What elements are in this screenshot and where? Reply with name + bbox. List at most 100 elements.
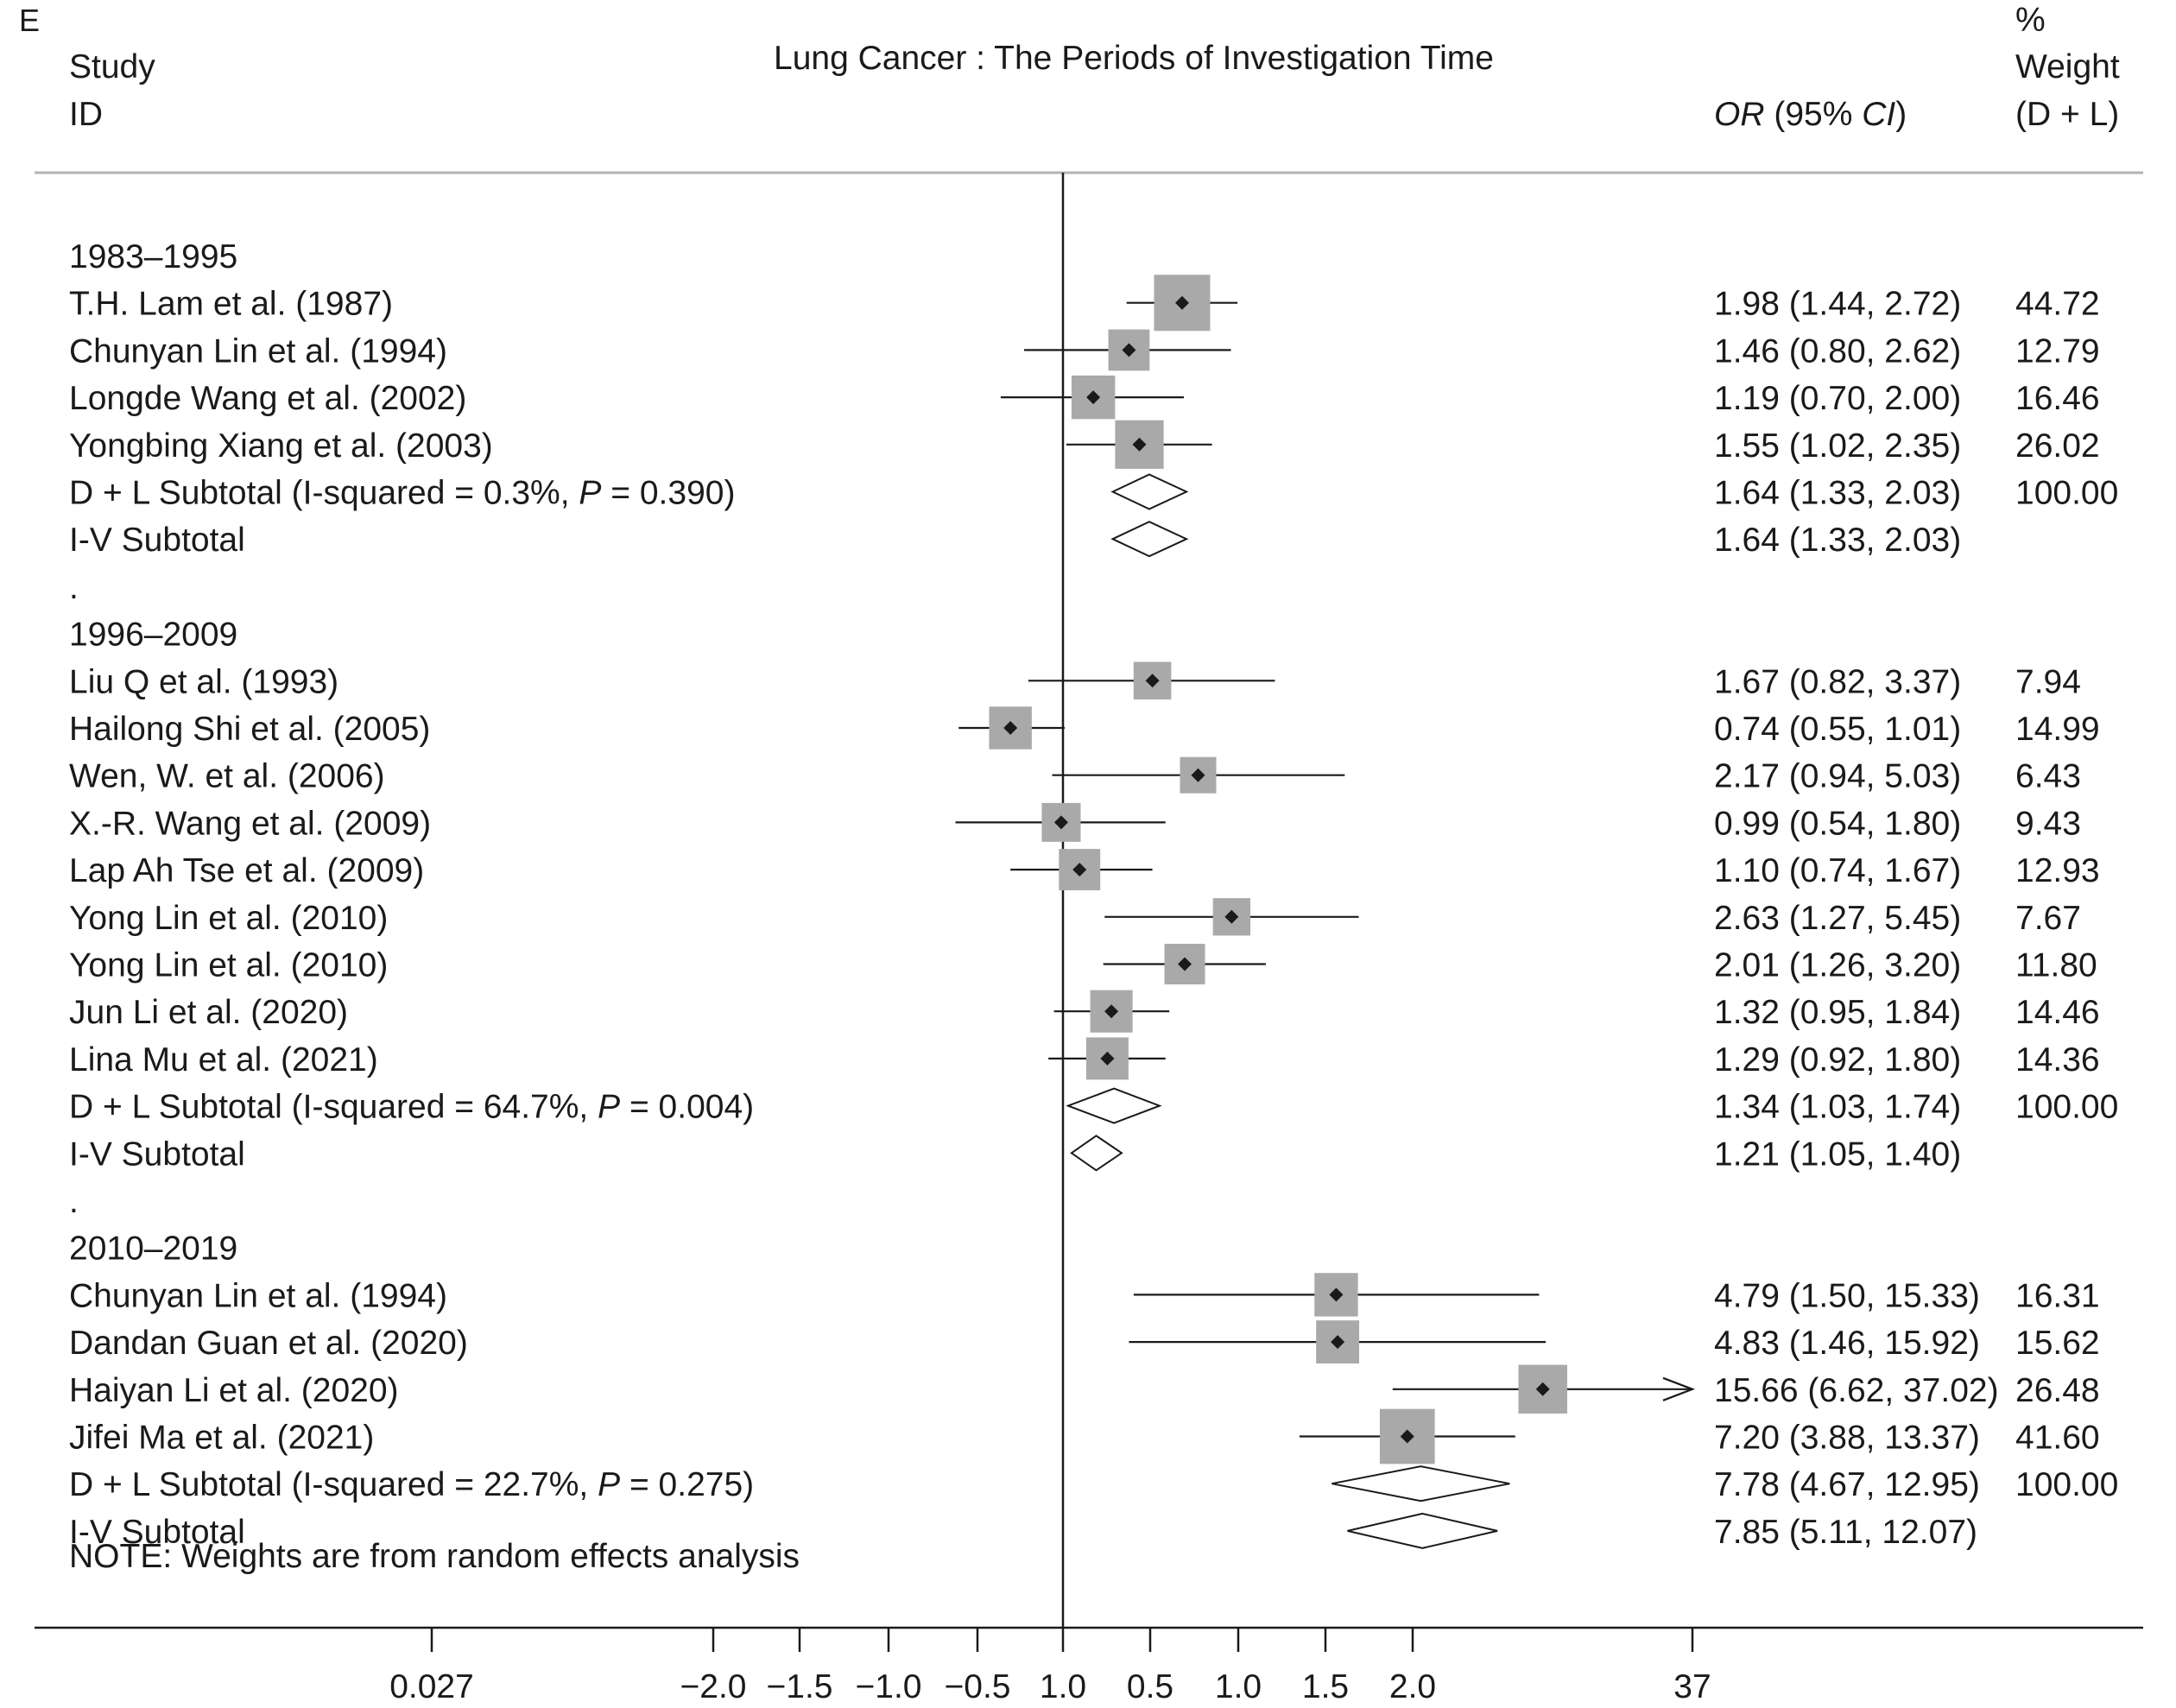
study-label: Hailong Shi et al. (2005) (69, 711, 430, 748)
or-ci-value: 1.64 (1.33, 2.03) (1714, 475, 1961, 512)
point-estimate (1174, 295, 1189, 310)
or-ci-value: 4.79 (1.50, 15.33) (1714, 1277, 1980, 1314)
weight-value: 6.43 (2015, 758, 2081, 795)
or-ci-value: 1.34 (1.03, 1.74) (1714, 1089, 1961, 1126)
group-label: 1996–2009 (69, 617, 237, 654)
footnote: NOTE: Weights are from random effects an… (69, 1538, 800, 1575)
pooled-diamond (1347, 1512, 1498, 1549)
study-label: Yong Lin et al. (2010) (69, 900, 388, 937)
point-estimate (1400, 1429, 1414, 1444)
weight-value: 9.43 (2015, 805, 2081, 842)
point-estimate (1086, 390, 1101, 405)
x-tick-label: 1.0 (1040, 1668, 1086, 1705)
point-estimate (1003, 721, 1018, 735)
pooled-diamond (1110, 521, 1189, 558)
weight-value: 15.62 (2015, 1325, 2100, 1362)
x-tick-label: 2.0 (1389, 1668, 1436, 1705)
subtotal-label: D + L Subtotal (I-squared = 64.7%, P = 0… (69, 1089, 754, 1126)
study-label: Yong Lin et al. (2010) (69, 947, 388, 984)
x-tick-label: −0.5 (945, 1668, 1011, 1705)
point-estimate (1072, 863, 1087, 877)
header-or-ci: OR (95% CI) (1714, 96, 1907, 133)
study-label: Jun Li et al. (2020) (69, 994, 348, 1031)
x-tick-label: 0.5 (1127, 1668, 1173, 1705)
study-label: T.H. Lam et al. (1987) (69, 286, 393, 323)
point-estimate (1122, 343, 1136, 357)
or-ci-value: 2.01 (1.26, 3.20) (1714, 947, 1961, 984)
or-ci-value: 4.83 (1.46, 15.92) (1714, 1325, 1980, 1362)
or-ci-value: 7.85 (5.11, 12.07) (1714, 1514, 1977, 1551)
x-tick-label: 1.0 (1215, 1668, 1262, 1705)
header-weight-percent: % (2015, 2, 2046, 39)
weight-value: 11.80 (2015, 947, 2097, 984)
or-ci-value: 1.32 (0.95, 1.84) (1714, 994, 1961, 1031)
subtotal-label: I-V Subtotal (69, 1136, 245, 1173)
weight-value: 7.67 (2015, 900, 2081, 937)
or-ci-value: 7.78 (4.67, 12.95) (1714, 1466, 1980, 1503)
header-weight: Weight (2015, 48, 2120, 85)
study-label: Haiyan Li et al. (2020) (69, 1372, 399, 1409)
study-label: Jifei Ma et al. (2021) (69, 1420, 374, 1457)
group-label: 2010–2019 (69, 1230, 237, 1268)
subtotal-label: I-V Subtotal (69, 522, 245, 559)
x-tick-label: 37 (1673, 1668, 1711, 1705)
subtotal-label: I-V Subtotal (69, 1514, 245, 1551)
x-tick-label: 0.027 (389, 1668, 474, 1705)
x-tick-label: −2.0 (680, 1668, 747, 1705)
point-estimate (1224, 909, 1239, 924)
weight-value: 12.79 (2015, 332, 2100, 370)
or-ci-value: 1.10 (0.74, 1.67) (1714, 852, 1961, 889)
point-estimate (1535, 1382, 1550, 1396)
or-ci-value: 1.55 (1.02, 2.35) (1714, 427, 1961, 465)
pooled-diamond (1332, 1465, 1510, 1502)
or-ci-value: 0.74 (0.55, 1.01) (1714, 711, 1961, 748)
or-ci-value: 2.63 (1.27, 5.45) (1714, 900, 1961, 937)
or-ci-value: 0.99 (0.54, 1.80) (1714, 805, 1961, 842)
spacer-dot: . (69, 1183, 79, 1220)
pooled-diamond (1110, 473, 1189, 510)
weight-value: 26.48 (2015, 1372, 2100, 1409)
study-label: Wen, W. et al. (2006) (69, 758, 385, 795)
or-ci-value: 1.21 (1.05, 1.40) (1714, 1136, 1961, 1173)
or-ci-value: 1.46 (0.80, 2.62) (1714, 332, 1961, 370)
or-ci-value: 1.64 (1.33, 2.03) (1714, 522, 1961, 559)
rows-layer: 1983–1995 T.H. Lam et al. (1987) 1.98 (1.4… (69, 238, 2118, 1551)
weight-value: 44.72 (2015, 286, 2100, 323)
study-label: X.-R. Wang et al. (2009) (69, 805, 431, 842)
or-ci-value: 1.98 (1.44, 2.72) (1714, 286, 1961, 323)
x-tick-label: −1.5 (767, 1668, 833, 1705)
or-ci-value: 15.66 (6.62, 37.02) (1714, 1372, 1999, 1409)
or-ci-value: 2.17 (0.94, 5.03) (1714, 758, 1961, 795)
group-label: 1983–1995 (69, 238, 237, 275)
x-axis: 0.027 −2.0 −1.5 −1.0 −0.5 1.0 0.5 1.0 1.5 2.0 37 (389, 1628, 1711, 1705)
weight-value: 16.46 (2015, 380, 2100, 417)
study-label: Dandan Guan et al. (2020) (69, 1325, 468, 1362)
or-ci-value: 1.29 (0.92, 1.80) (1714, 1041, 1961, 1079)
weight-value: 7.94 (2015, 663, 2081, 700)
weight-value: 26.02 (2015, 427, 2100, 465)
study-label: Chunyan Lin et al. (1994) (69, 1277, 447, 1314)
weight-value: 14.99 (2015, 711, 2100, 748)
spacer-dot: . (69, 569, 79, 606)
x-tick-label: 1.5 (1302, 1668, 1349, 1705)
point-estimate (1331, 1335, 1345, 1350)
header-study: Study (69, 48, 155, 85)
study-label: Longde Wang et al. (2002) (69, 380, 466, 417)
weight-value: 16.31 (2015, 1277, 2100, 1314)
study-label: Lina Mu et al. (2021) (69, 1041, 378, 1079)
point-estimate (1329, 1287, 1344, 1302)
header-id: ID (69, 96, 103, 133)
chart-title: Lung Cancer : The Periods of Investigati… (774, 40, 1494, 77)
or-ci-value: 7.20 (3.88, 13.37) (1714, 1420, 1980, 1457)
study-label: Yongbing Xiang et al. (2003) (69, 427, 493, 465)
study-label: Lap Ah Tse et al. (2009) (69, 852, 424, 889)
point-estimate (1053, 815, 1068, 830)
header-weight-subtitle: (D + L) (2015, 96, 2119, 133)
subtotal-label: D + L Subtotal (I-squared = 0.3%, P = 0.… (69, 475, 735, 512)
weight-value: 100.00 (2015, 1089, 2118, 1126)
or-ci-value: 1.19 (0.70, 2.00) (1714, 380, 1961, 417)
point-estimate (1132, 437, 1147, 452)
weight-value: 100.00 (2015, 475, 2118, 512)
point-estimate (1100, 1051, 1115, 1066)
